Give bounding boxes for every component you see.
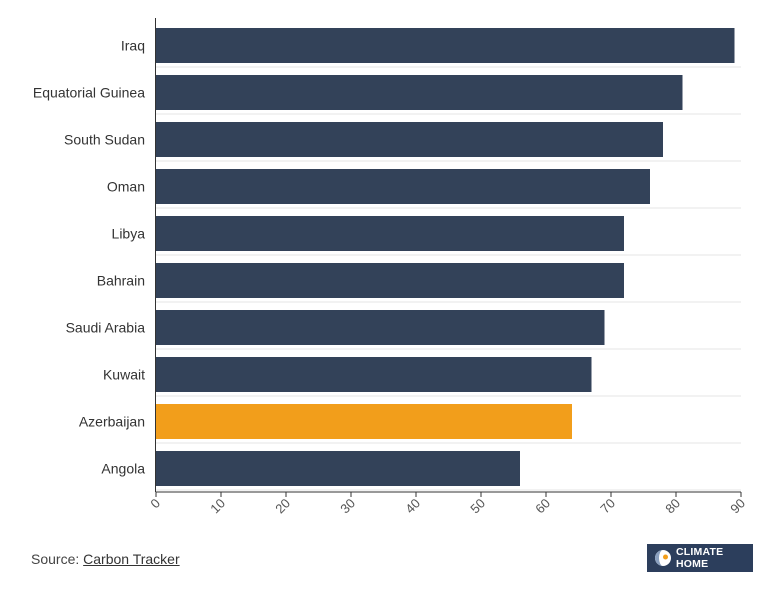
x-tick-label: 0 [147, 496, 163, 512]
x-tick-label: 20 [272, 496, 293, 517]
bar [156, 28, 735, 63]
bar [156, 169, 650, 204]
category-label: Libya [112, 226, 146, 242]
bar [156, 263, 624, 298]
logo-icon [654, 549, 672, 567]
x-tick-label: 30 [337, 496, 358, 517]
x-tick-label: 60 [532, 496, 553, 517]
x-tick-label: 40 [402, 496, 423, 517]
bar [156, 310, 605, 345]
source-link[interactable]: Carbon Tracker [83, 551, 180, 567]
climate-home-logo[interactable]: CLIMATE HOME [647, 544, 753, 572]
x-tick-label: 10 [207, 496, 228, 517]
category-label: Azerbaijan [79, 414, 145, 430]
category-label: Iraq [121, 38, 145, 54]
source-footer: Source: Carbon Tracker [31, 551, 180, 567]
x-tick-label: 50 [467, 496, 488, 517]
bar [156, 357, 592, 392]
category-label: Oman [107, 179, 145, 195]
bar-chart: Iraq Equatorial Guinea South Sudan Oman Liby… [33, 18, 748, 517]
category-label: Equatorial Guinea [33, 85, 145, 101]
chart: Iraq Equatorial Guinea South Sudan Oman Liby… [33, 18, 748, 517]
bar [156, 75, 683, 110]
bar [156, 122, 663, 157]
category-label: Kuwait [103, 367, 145, 383]
x-tick-label: 90 [727, 496, 748, 517]
x-tick-label: 80 [662, 496, 683, 517]
logo-text: CLIMATE HOME [676, 546, 724, 570]
bar [156, 451, 520, 486]
source-label: Source: [31, 551, 80, 567]
category-label: Bahrain [97, 273, 145, 289]
category-label: Saudi Arabia [66, 320, 146, 336]
x-tick-label: 70 [597, 496, 618, 517]
category-label: Angola [101, 461, 145, 477]
category-label: South Sudan [64, 132, 145, 148]
bar [156, 216, 624, 251]
bar [156, 404, 572, 439]
